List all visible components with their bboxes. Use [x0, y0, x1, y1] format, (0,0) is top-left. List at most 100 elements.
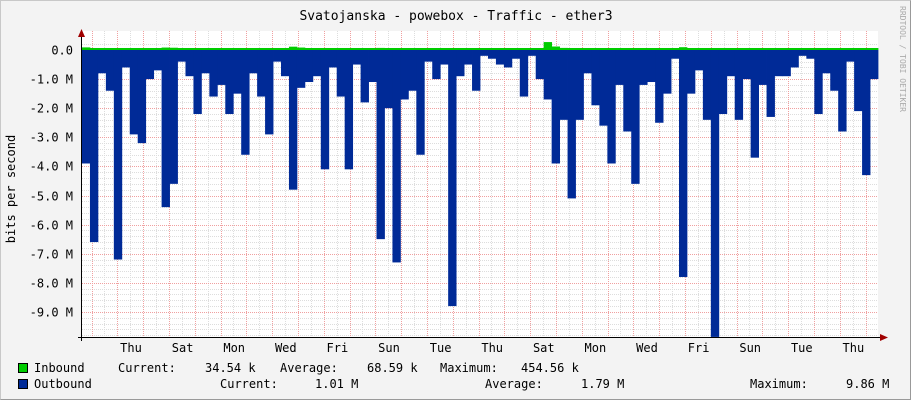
outbound-swatch [18, 379, 28, 389]
outbound-bar [790, 50, 799, 68]
y-tick-label: 0.0 [51, 44, 73, 58]
inbound-bar [527, 48, 537, 50]
outbound-bar [591, 50, 600, 106]
inbound-bar [575, 48, 584, 50]
outbound-average-value: 1.79 M [581, 377, 625, 391]
outbound-bar [599, 50, 608, 126]
outbound-bar [360, 50, 369, 103]
inbound-bar [814, 48, 823, 50]
outbound-bar [798, 50, 807, 56]
inbound-bar [750, 48, 759, 50]
x-tick-label: Sat [172, 341, 194, 355]
outbound-current-value: 1.01 M [315, 377, 359, 391]
outbound-bar [416, 50, 425, 155]
outbound-bar [368, 50, 377, 83]
inbound-bar [535, 48, 545, 50]
outbound-bar [535, 50, 545, 80]
x-tick-label: Thu [481, 341, 503, 355]
y-tick-label: -7.0 M [30, 248, 73, 262]
outbound-bar [105, 50, 115, 91]
outbound-bar [503, 50, 513, 68]
inbound-current-value: 34.54 k [205, 361, 256, 375]
outbound-bar [265, 50, 274, 135]
outbound-bar [145, 50, 155, 80]
outbound-bar [806, 50, 815, 59]
outbound-average-label: Average: [485, 377, 543, 391]
inbound-bar [663, 48, 672, 50]
outbound-bar [376, 50, 385, 240]
inbound-bar [702, 48, 712, 50]
inbound-bar [225, 48, 234, 50]
outbound-maximum-label: Maximum: [750, 377, 808, 391]
inbound-bar [344, 48, 354, 50]
outbound-bar [432, 50, 441, 80]
inbound-bar [233, 48, 242, 50]
inbound-bar [846, 48, 855, 50]
outbound-bar [281, 50, 290, 77]
outbound-bar [838, 50, 847, 132]
inbound-bar [296, 47, 306, 50]
outbound-bar [169, 50, 178, 184]
inbound-bar [193, 48, 202, 50]
outbound-bar [742, 50, 752, 80]
outbound-bar [854, 50, 863, 112]
outbound-bar [177, 50, 186, 62]
outbound-bar [137, 50, 147, 144]
y-axis-arrow [78, 29, 85, 37]
outbound-bar [511, 50, 521, 59]
inbound-bar [726, 48, 736, 50]
inbound-bar [511, 48, 521, 50]
y-tick-label: -9.0 M [30, 306, 73, 320]
inbound-bar [694, 48, 704, 50]
outbound-bar [225, 50, 234, 115]
outbound-bar [750, 50, 759, 158]
inbound-bar [686, 48, 696, 50]
outbound-bar [686, 50, 696, 94]
inbound-bar [631, 48, 640, 50]
outbound-bar [384, 50, 393, 109]
inbound-bar [145, 48, 155, 50]
inbound-average-label: Average: [280, 361, 338, 375]
inbound-swatch [18, 363, 28, 373]
x-tick-label: Thu [843, 341, 865, 355]
inbound-bar [742, 48, 752, 50]
inbound-bar [153, 48, 162, 50]
inbound-bar [257, 48, 266, 50]
inbound-bar [121, 48, 131, 50]
outbound-bar [702, 50, 712, 120]
y-tick-label: -1.0 M [30, 73, 73, 87]
outbound-bar [519, 50, 529, 97]
outbound-maximum-value: 9.86 M [846, 377, 890, 391]
inbound-bar [870, 48, 879, 50]
inbound-bar [408, 48, 417, 50]
inbound-bar [710, 48, 720, 50]
outbound-bar [82, 50, 91, 164]
outbound-bar [663, 50, 672, 94]
outbound-bar [782, 50, 791, 77]
inbound-bar [113, 48, 123, 50]
outbound-bar [161, 50, 170, 208]
inbound-bar [336, 48, 346, 50]
inbound-bar [766, 48, 775, 50]
inbound-bar [623, 48, 632, 50]
inbound-bar [607, 48, 616, 50]
inbound-bar [495, 48, 505, 50]
inbound-bar [567, 48, 576, 50]
outbound-legend-name: Outbound [34, 377, 92, 391]
inbound-bar [265, 48, 274, 50]
inbound-bar [424, 48, 433, 50]
inbound-bar [352, 48, 361, 50]
inbound-bar [671, 48, 680, 50]
outbound-bar [655, 50, 664, 123]
outbound-bar [830, 50, 839, 91]
inbound-bar [472, 48, 481, 50]
inbound-bar [615, 48, 624, 50]
outbound-bar [201, 50, 210, 74]
inbound-bar [806, 48, 815, 50]
inbound-bar [487, 48, 497, 50]
y-tick-label: -6.0 M [30, 219, 73, 233]
inbound-bar [209, 48, 218, 50]
inbound-legend-name: Inbound [34, 361, 85, 375]
outbound-bar [495, 50, 505, 65]
